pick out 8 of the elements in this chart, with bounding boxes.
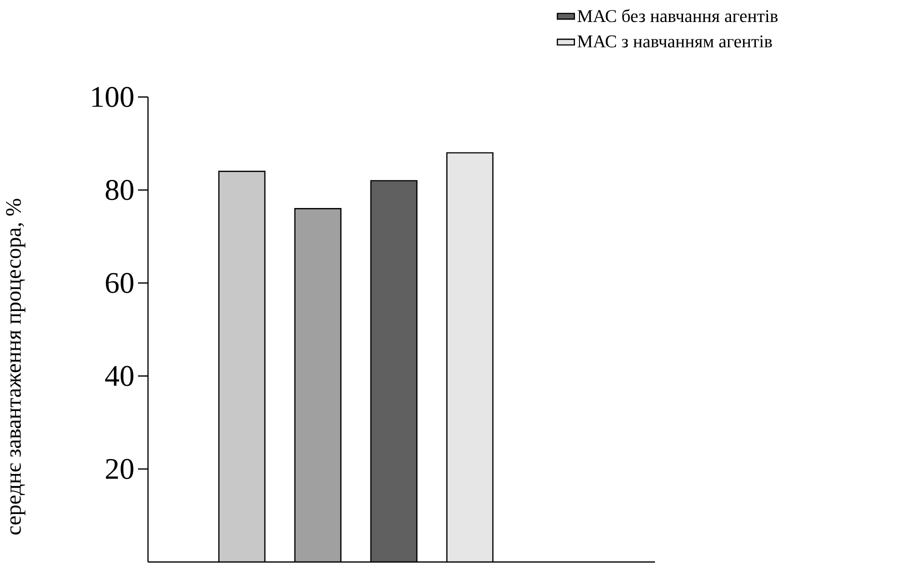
y-tick-label: 20 bbox=[106, 458, 134, 480]
y-axis-title: середнє завантаження процесора, % bbox=[6, 198, 26, 534]
y-tick-label: 40 bbox=[105, 366, 134, 386]
y-tick-label: 100 bbox=[92, 86, 134, 108]
legend-label: МАС без навчання агентів bbox=[578, 9, 778, 22]
legend-label: МАС з навчанням агентів bbox=[578, 35, 772, 48]
y-tick-label: 80 bbox=[106, 180, 134, 200]
y-tick-label: 60 bbox=[106, 272, 134, 294]
